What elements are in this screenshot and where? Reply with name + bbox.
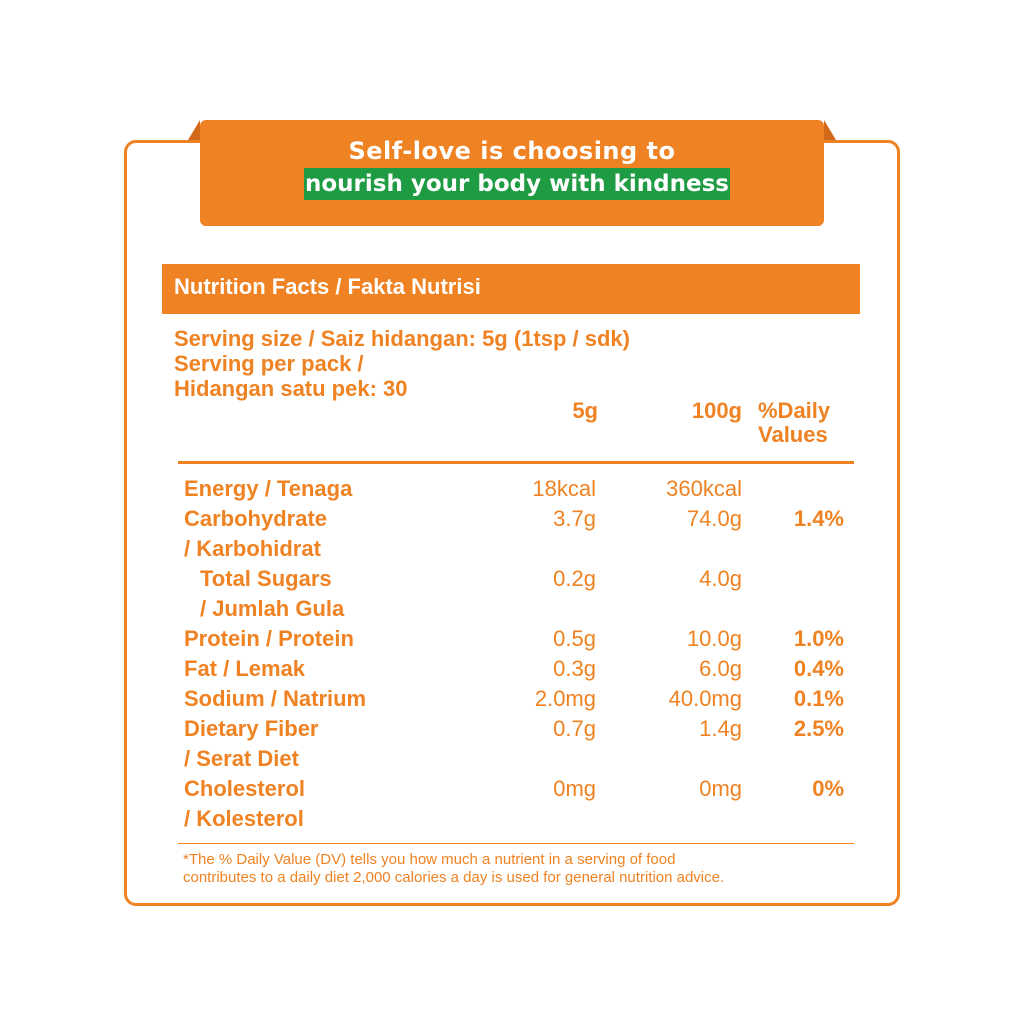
value-per-100g: 0mg — [699, 776, 742, 801]
footer-divider — [178, 843, 854, 844]
slogan-line-2: nourish your body with kindness — [304, 168, 730, 200]
nutrient-row-sodium: Sodium / Natrium 2.0mg 40.0mg 0.1% — [0, 684, 1024, 714]
nutrient-row-energy: Energy / Tenaga 18kcal 360kcal — [0, 474, 1024, 504]
column-header-5g: 5g — [572, 398, 598, 423]
nutrient-name: Protein / Protein — [184, 626, 354, 651]
daily-value-percent: 0% — [812, 776, 844, 801]
value-per-100g: 10.0g — [686, 626, 742, 651]
nutrient-row-cholesterol: Cholesterol / Kolesterol 0mg 0mg 0% — [0, 774, 1024, 834]
value-per-5g: 0.3g — [553, 656, 596, 681]
daily-value-footnote: *The % Daily Value (DV) tells you how mu… — [183, 851, 873, 887]
slogan-line-1: Self-love is choosing to — [348, 137, 676, 165]
value-per-5g: 0.5g — [553, 626, 596, 651]
nutrient-name: Energy / Tenaga — [184, 476, 353, 501]
nutrient-row-fat: Fat / Lemak 0.3g 6.0g 0.4% — [0, 654, 1024, 684]
value-per-100g: 360kcal — [666, 476, 742, 501]
value-per-100g: 74.0g — [686, 506, 742, 531]
footnote-line-1: *The % Daily Value (DV) tells you how mu… — [183, 851, 676, 868]
nutrient-row-dietary-fiber: Dietary Fiber / Serat Diet 0.7g 1.4g 2.5… — [0, 714, 1024, 774]
column-header-daily-values: %Daily Values — [758, 399, 830, 447]
nutrient-name: Fat / Lemak — [184, 656, 306, 681]
daily-value-percent: 2.5% — [793, 716, 844, 741]
value-per-5g: 3.7g — [553, 506, 596, 531]
daily-value-percent: 1.0% — [793, 626, 844, 651]
value-per-5g: 0.7g — [553, 716, 596, 741]
header-divider — [178, 461, 854, 464]
serving-per-pack-label: Serving per pack / — [174, 351, 364, 376]
nutrient-name: Carbohydrate / Karbohidrat — [184, 506, 328, 561]
banner-fold-left — [188, 120, 200, 140]
value-per-100g: 6.0g — [699, 656, 742, 681]
footnote-line-2: contributes to a daily diet 2,000 calori… — [183, 869, 725, 886]
value-per-5g: 18kcal — [532, 476, 596, 501]
value-per-100g: 1.4g — [699, 716, 742, 741]
nutrient-table: Energy / Tenaga 18kcal 360kcal Carbohydr… — [0, 474, 1024, 834]
value-per-5g: 0.2g — [553, 566, 596, 591]
daily-value-percent: 1.4% — [793, 506, 844, 531]
nutrient-name: Dietary Fiber / Serat Diet — [184, 716, 319, 771]
daily-value-percent: 0.4% — [793, 656, 844, 681]
banner-fold-right — [824, 120, 836, 140]
nutrition-header-bar — [162, 264, 860, 314]
nutrient-name: Cholesterol / Kolesterol — [184, 776, 306, 831]
value-per-5g: 2.0mg — [534, 686, 596, 711]
nutrient-name: Sodium / Natrium — [184, 686, 367, 711]
servings-per-pack: Hidangan satu pek: 30 — [174, 376, 408, 401]
daily-value-percent: 0.1% — [793, 686, 844, 711]
value-per-5g: 0mg — [553, 776, 596, 801]
nutrient-row-protein: Protein / Protein 0.5g 10.0g 1.0% — [0, 624, 1024, 654]
nutrient-row-total-sugars: Total Sugars / Jumlah Gula 0.2g 4.0g — [0, 564, 1024, 624]
column-header-100g: 100g — [691, 398, 742, 423]
value-per-100g: 4.0g — [699, 566, 742, 591]
serving-size: Serving size / Saiz hidangan: 5g (1tsp /… — [174, 326, 630, 351]
daily-values-line-1: %Daily — [758, 398, 831, 423]
daily-values-line-2: Values — [758, 422, 828, 447]
nutrient-name: Total Sugars / Jumlah Gula — [200, 566, 345, 621]
serving-info: Serving size / Saiz hidangan: 5g (1tsp /… — [174, 326, 630, 401]
nutrition-title: Nutrition Facts / Fakta Nutrisi — [174, 274, 481, 299]
nutrient-row-carbohydrate: Carbohydrate / Karbohidrat 3.7g 74.0g 1.… — [0, 504, 1024, 564]
value-per-100g: 40.0mg — [668, 686, 742, 711]
